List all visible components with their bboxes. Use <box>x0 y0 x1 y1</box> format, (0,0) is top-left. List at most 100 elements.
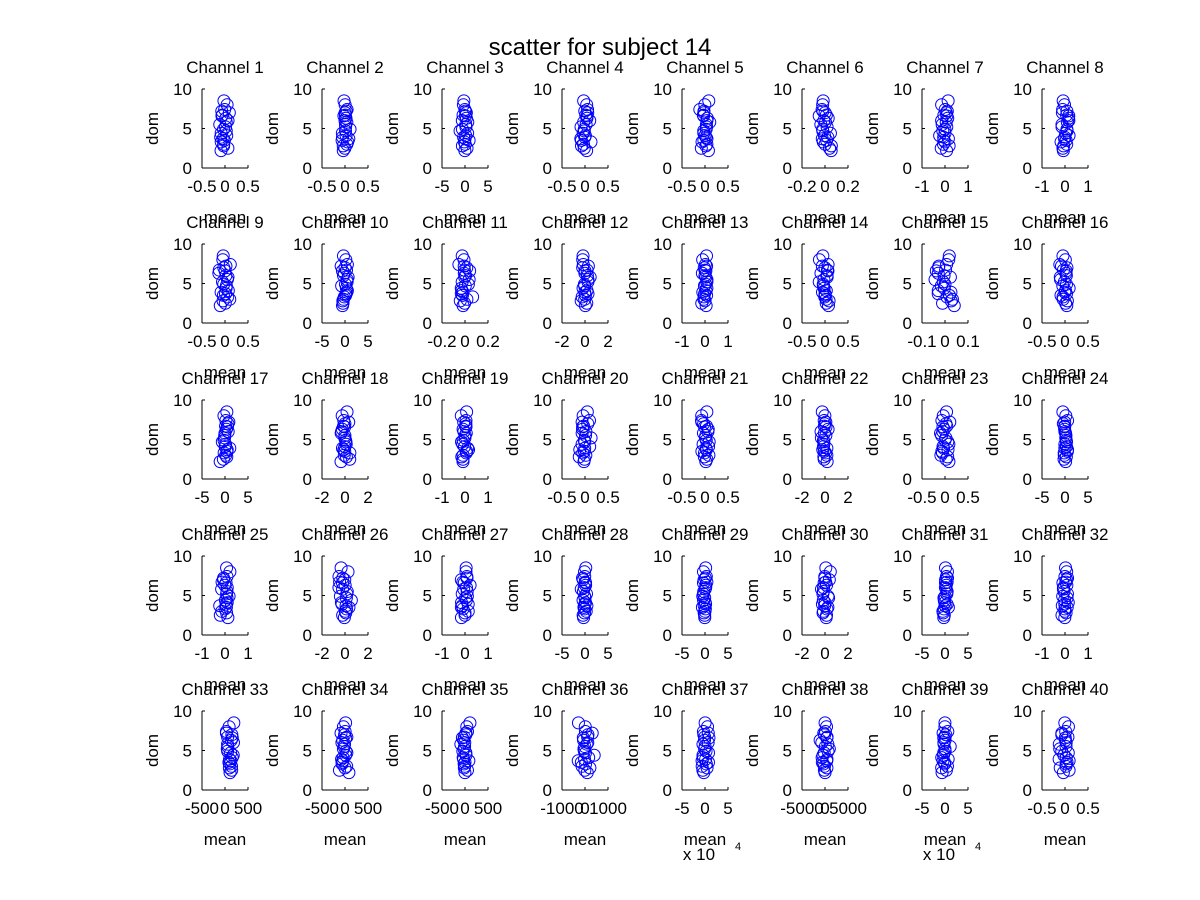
y-tick-label: 10 <box>173 702 192 721</box>
scatter-point <box>216 573 230 587</box>
scatter-point <box>1061 596 1075 610</box>
scatter-point <box>459 728 473 742</box>
scatter-point <box>574 294 588 308</box>
scatter-point <box>459 417 473 431</box>
scatter-point <box>1060 287 1074 301</box>
scatter-point <box>335 441 349 455</box>
y-tick-label: 5 <box>663 587 672 606</box>
scatter-point <box>941 435 955 449</box>
x-tick-label: -1 <box>674 332 689 351</box>
panel-title: Channel 16 <box>1022 213 1109 232</box>
x-tick-label: -0.2 <box>427 332 456 351</box>
scatter-point <box>458 132 472 146</box>
scatter-point <box>578 746 592 760</box>
x-tick-label: 500 <box>354 799 382 818</box>
y-axis-label: dom <box>383 579 402 612</box>
scatter-point <box>817 279 831 293</box>
scatter-point <box>222 106 236 120</box>
x-axis-label: mean <box>564 675 607 694</box>
x-tick-label: -1 <box>1034 644 1049 663</box>
scatter-point <box>455 139 469 153</box>
y-tick-label: 0 <box>543 781 552 800</box>
scatter-point <box>1055 728 1069 742</box>
y-tick-label: 5 <box>783 120 792 139</box>
y-tick-label: 10 <box>173 235 192 254</box>
scatter-point <box>1058 570 1072 584</box>
scatter-point <box>700 405 714 419</box>
scatter-point <box>459 561 473 575</box>
panel-title: Channel 38 <box>782 680 869 699</box>
x-tick-label: -0.5 <box>1027 799 1056 818</box>
scatter-point <box>936 409 950 423</box>
x-axis-label: mean <box>1044 830 1087 849</box>
x-tick-label: 0 <box>580 799 589 818</box>
x-axis-label: mean <box>324 363 367 382</box>
y-axis-label: dom <box>143 734 162 767</box>
scatter-point <box>457 733 471 747</box>
x-tick-label: 0 <box>1060 177 1069 196</box>
scatter-point <box>334 561 348 575</box>
scatter-point <box>699 443 713 457</box>
scatter-point <box>820 761 834 775</box>
x-tick-label: -0.5 <box>187 332 216 351</box>
scatter-point <box>335 576 349 590</box>
x-tick-label: 0.2 <box>476 332 500 351</box>
scatter-point <box>698 98 712 112</box>
scatter-point <box>698 420 712 434</box>
y-tick-label: 5 <box>303 587 312 606</box>
x-tick-label: 0.2 <box>836 177 860 196</box>
y-tick-label: 0 <box>783 159 792 178</box>
y-tick-label: 10 <box>413 80 432 99</box>
x-axis-label: mean <box>924 363 967 382</box>
y-tick-label: 5 <box>423 742 432 761</box>
x-tick-label: -1000 <box>540 799 583 818</box>
scatter-point <box>576 731 590 745</box>
scatter-point <box>1056 94 1070 108</box>
y-axis-label: dom <box>623 112 642 145</box>
x-tick-label: 0 <box>820 332 829 351</box>
x-tick-label: -500 <box>425 799 459 818</box>
scatter-point <box>697 106 711 120</box>
x-axis-label: mean <box>924 675 967 694</box>
y-tick-label: 5 <box>303 431 312 450</box>
x-axis-label: mean <box>204 675 247 694</box>
scatter-point <box>576 573 590 587</box>
scatter-point <box>820 455 834 469</box>
scatter-point <box>1059 450 1073 464</box>
scatter-point <box>578 740 592 754</box>
y-tick-label: 0 <box>1023 314 1032 333</box>
scatter-point <box>459 414 473 428</box>
y-tick-label: 0 <box>663 314 672 333</box>
y-tick-label: 5 <box>183 431 192 450</box>
scatter-point <box>697 450 711 464</box>
y-axis-label: dom <box>863 579 882 612</box>
x-tick-label: 0 <box>580 488 589 507</box>
x-tick-label: 2 <box>843 644 852 663</box>
scatter-point <box>220 570 234 584</box>
y-tick-label: 0 <box>423 470 432 489</box>
y-tick-label: 0 <box>783 781 792 800</box>
x-tick-label: -0.5 <box>667 177 696 196</box>
scatter-point <box>340 103 354 117</box>
y-axis-label: dom <box>743 423 762 456</box>
scatter-point <box>699 744 713 758</box>
y-tick-label: 10 <box>533 547 552 566</box>
x-tick-label: -0.5 <box>187 177 216 196</box>
scatter-point <box>1060 137 1074 151</box>
scatter-point <box>453 294 467 308</box>
scatter-point <box>462 754 476 768</box>
y-axis-label: dom <box>863 267 882 300</box>
panel-title: Channel 15 <box>902 213 989 232</box>
panel-title: Channel 31 <box>902 525 989 544</box>
panel-title: Channel 19 <box>422 369 509 388</box>
y-tick-label: 5 <box>543 431 552 450</box>
y-axis-label: dom <box>503 112 522 145</box>
scatter-point <box>456 455 470 469</box>
panel-title: Channel 29 <box>662 525 749 544</box>
x-axis-label: mean <box>444 519 487 538</box>
